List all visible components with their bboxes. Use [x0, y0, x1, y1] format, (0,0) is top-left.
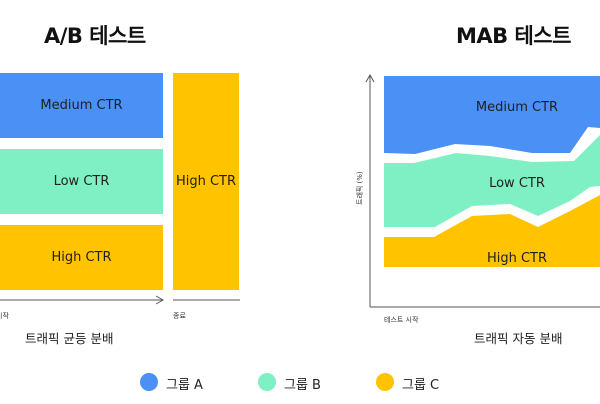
legend-dot-group-b — [258, 373, 276, 391]
mab-region-a-label: Medium CTR — [476, 100, 558, 115]
ab-block-after-end-label: High CTR — [175, 174, 237, 189]
mab-region-b-label: Low CTR — [489, 176, 545, 191]
legend-label-group-c: 그룹 C — [402, 378, 440, 393]
mab-region-c — [384, 195, 600, 267]
ab-block-low-ctr: Low CTR — [0, 149, 163, 214]
legend-dot-group-a — [140, 373, 158, 391]
mab-y-axis-arrow — [365, 73, 375, 83]
ab-block-medium-ctr: Medium CTR — [0, 73, 163, 138]
mab-region-b — [384, 135, 600, 227]
ab-test-title: A/B 테스트 — [44, 24, 146, 48]
mab-region-c-label: High CTR — [487, 251, 547, 266]
mab-region-a — [384, 76, 600, 154]
ab-block-low-label: Low CTR — [53, 174, 110, 189]
mab-y-axis-label: 트래픽 (%) — [356, 171, 364, 205]
ab-axis — [0, 295, 240, 305]
ab-block-after-end: High CTR — [173, 73, 239, 290]
ab-axis-start-label: 시작 — [0, 312, 9, 320]
mab-caption: 트래픽 자동 분배 — [474, 331, 563, 346]
mab-chart: Medium CTR Low CTR High CTR — [365, 73, 600, 308]
ab-axis-end-label: 종료 — [173, 312, 186, 320]
legend-dot-group-c — [376, 373, 394, 391]
ab-axis-arrow-head — [155, 295, 165, 305]
legend-label-group-a: 그룹 A — [166, 378, 203, 393]
ab-block-high-label: High CTR — [51, 250, 112, 265]
ab-block-medium-label: Medium CTR — [40, 98, 123, 113]
legend-label-group-b: 그룹 B — [284, 378, 321, 393]
ab-caption: 트래픽 균등 분배 — [25, 331, 114, 346]
mab-test-title: MAB 테스트 — [456, 24, 571, 48]
ab-block-high-ctr: High CTR — [0, 225, 163, 290]
mab-x-axis-label: 테스트 시작 — [384, 316, 419, 324]
